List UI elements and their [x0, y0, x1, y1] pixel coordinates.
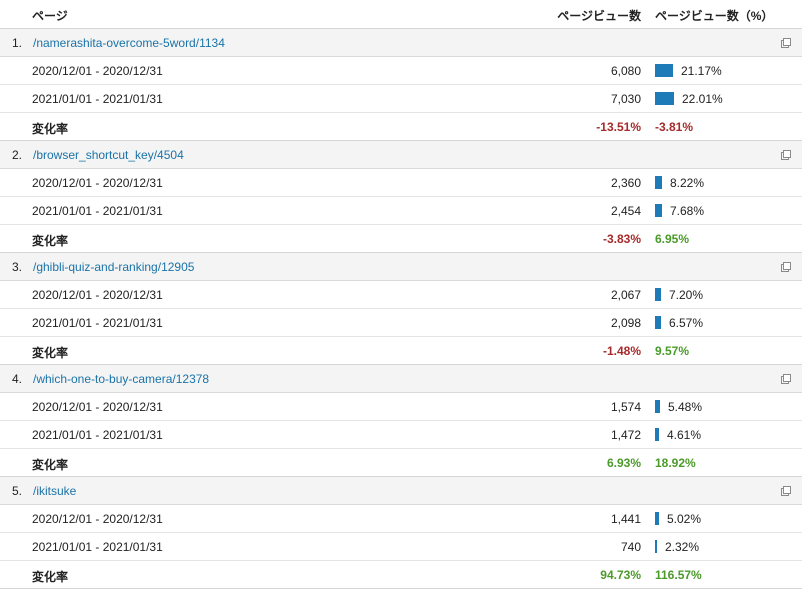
- page-link[interactable]: /which-one-to-buy-camera/12378: [33, 372, 210, 386]
- row-index: 1.: [12, 36, 23, 50]
- pageviews-value: 1,441: [610, 512, 641, 526]
- pageviews-value: 1,574: [610, 400, 641, 414]
- popout-icon[interactable]: [781, 149, 791, 160]
- page-link[interactable]: /namerashita-overcome-5word/1134: [33, 36, 225, 50]
- pageviews-value: 740: [620, 540, 641, 554]
- table-row: 2020/12/01 - 2020/12/31 2,360 8.22%: [0, 169, 802, 197]
- share-bar: [655, 512, 659, 525]
- pageviews-change: 6.93%: [606, 456, 641, 470]
- date-range-label: 2020/12/01 - 2020/12/31: [32, 64, 163, 78]
- change-rate-label: 変化率: [32, 458, 69, 472]
- share-percent: 21.17%: [681, 64, 722, 78]
- share-change: 18.92%: [655, 456, 696, 470]
- date-range-label: 2020/12/01 - 2020/12/31: [32, 288, 163, 302]
- share-bar: [655, 288, 661, 301]
- row-index: 3.: [12, 260, 23, 274]
- date-range-label: 2021/01/01 - 2021/01/31: [32, 540, 163, 554]
- change-rate-row: 変化率 -1.48% 9.57%: [0, 337, 802, 365]
- share-percent: 22.01%: [682, 92, 723, 106]
- date-range-label: 2021/01/01 - 2021/01/31: [32, 204, 163, 218]
- group-row: 5. /ikitsuke: [0, 477, 802, 505]
- share-change: 116.57%: [655, 568, 702, 582]
- change-rate-row: 変化率 94.73% 116.57%: [0, 561, 802, 589]
- share-percent: 7.20%: [669, 288, 704, 302]
- change-rate-row: 変化率 6.93% 18.92%: [0, 449, 802, 477]
- popout-icon[interactable]: [781, 37, 791, 48]
- table-row: 2021/01/01 - 2021/01/31 740 2.32%: [0, 533, 802, 561]
- share-percent: 5.48%: [668, 400, 703, 414]
- change-rate-label: 変化率: [32, 234, 69, 248]
- date-range-label: 2020/12/01 - 2020/12/31: [32, 400, 163, 414]
- table-row: 2021/01/01 - 2021/01/31 2,098 6.57%: [0, 309, 802, 337]
- table-row: 2020/12/01 - 2020/12/31 6,080 21.17%: [0, 57, 802, 85]
- pageviews-value: 1,472: [610, 428, 641, 442]
- share-change: 9.57%: [655, 344, 690, 358]
- group-row: 1. /namerashita-overcome-5word/1134: [0, 29, 802, 57]
- table-row: 2021/01/01 - 2021/01/31 1,472 4.61%: [0, 421, 802, 449]
- share-percent: 5.02%: [667, 512, 702, 526]
- pageviews-change: -3.83%: [602, 232, 641, 246]
- table-row: 2021/01/01 - 2021/01/31 2,454 7.68%: [0, 197, 802, 225]
- share-percent: 8.22%: [670, 176, 705, 190]
- table-row: 2020/12/01 - 2020/12/31 1,574 5.48%: [0, 393, 802, 421]
- pageviews-value: 2,067: [610, 288, 641, 302]
- share-bar: [655, 176, 662, 189]
- share-bar: [655, 540, 657, 553]
- pageviews-value: 2,098: [610, 316, 641, 330]
- date-range-label: 2021/01/01 - 2021/01/31: [32, 428, 163, 442]
- column-header-pageviews-percent[interactable]: ページビュー数（%）: [655, 9, 774, 23]
- share-bar: [655, 92, 674, 105]
- page-link[interactable]: /ikitsuke: [33, 484, 77, 498]
- change-rate-row: 変化率 -3.83% 6.95%: [0, 225, 802, 253]
- pageviews-value: 2,360: [610, 176, 641, 190]
- change-rate-label: 変化率: [32, 346, 69, 360]
- share-percent: 7.68%: [670, 204, 705, 218]
- popout-icon[interactable]: [781, 261, 791, 272]
- pageviews-value: 2,454: [610, 204, 641, 218]
- pageviews-value: 6,080: [610, 64, 641, 78]
- column-header-pageviews[interactable]: ページビュー数: [557, 9, 641, 23]
- date-range-label: 2021/01/01 - 2021/01/31: [32, 316, 163, 330]
- table-row: 2020/12/01 - 2020/12/31 1,441 5.02%: [0, 505, 802, 533]
- pageviews-change: -13.51%: [596, 120, 641, 134]
- pageviews-change: 94.73%: [600, 568, 641, 582]
- group-row: 2. /browser_shortcut_key/4504: [0, 141, 802, 169]
- share-bar: [655, 428, 659, 441]
- row-index: 5.: [12, 484, 23, 498]
- date-range-label: 2021/01/01 - 2021/01/31: [32, 92, 163, 106]
- share-bar: [655, 316, 661, 329]
- row-index: 4.: [12, 372, 23, 386]
- share-percent: 2.32%: [665, 540, 700, 554]
- share-percent: 4.61%: [667, 428, 702, 442]
- table-row: 2021/01/01 - 2021/01/31 7,030 22.01%: [0, 85, 802, 113]
- share-change: 6.95%: [655, 232, 690, 246]
- table-header: ページ ページビュー数 ページビュー数（%）: [0, 0, 802, 29]
- table-body: 1. /namerashita-overcome-5word/1134 2020/1…: [0, 29, 802, 589]
- table-row: 2020/12/01 - 2020/12/31 2,067 7.20%: [0, 281, 802, 309]
- page-link[interactable]: /browser_shortcut_key/4504: [33, 148, 184, 162]
- popout-icon[interactable]: [781, 485, 791, 496]
- pageviews-change: -1.48%: [602, 344, 641, 358]
- date-range-label: 2020/12/01 - 2020/12/31: [32, 176, 163, 190]
- group-row: 3. /ghibli-quiz-and-ranking/12905: [0, 253, 802, 281]
- share-bar: [655, 400, 660, 413]
- share-percent: 6.57%: [669, 316, 704, 330]
- pageviews-value: 7,030: [610, 92, 641, 106]
- page-link[interactable]: /ghibli-quiz-and-ranking/12905: [33, 260, 195, 274]
- column-header-page[interactable]: ページ: [32, 9, 68, 23]
- share-bar: [655, 64, 673, 77]
- date-range-label: 2020/12/01 - 2020/12/31: [32, 512, 163, 526]
- change-rate-label: 変化率: [32, 122, 69, 136]
- row-index: 2.: [12, 148, 23, 162]
- change-rate-row: 変化率 -13.51% -3.81%: [0, 113, 802, 141]
- share-bar: [655, 204, 662, 217]
- popout-icon[interactable]: [781, 373, 791, 384]
- share-change: -3.81%: [655, 120, 694, 134]
- group-row: 4. /which-one-to-buy-camera/12378: [0, 365, 802, 393]
